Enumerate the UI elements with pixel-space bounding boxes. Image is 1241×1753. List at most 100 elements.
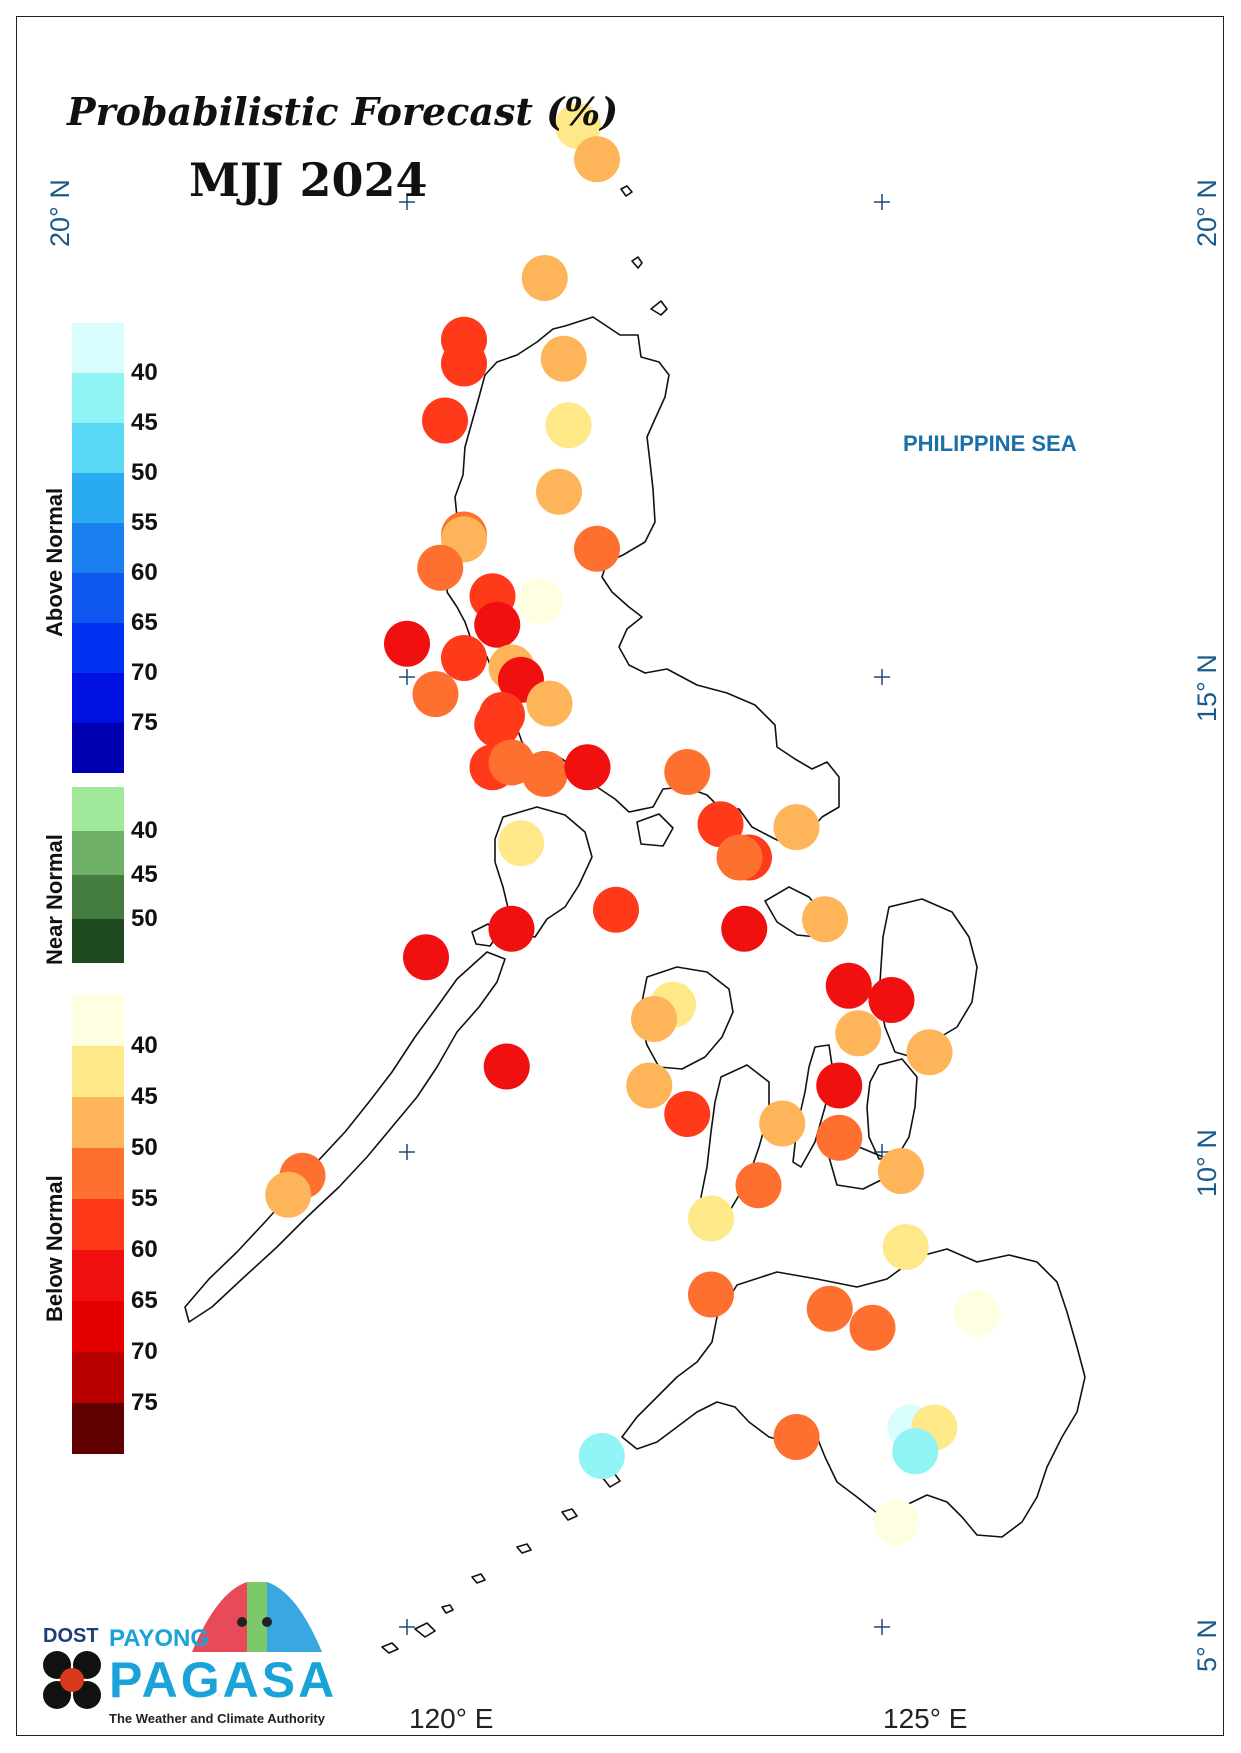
station-marker: [536, 468, 582, 515]
station-marker: [735, 1162, 782, 1209]
station-marker: [593, 886, 639, 933]
station-marker: [773, 804, 820, 851]
station-marker: [664, 1091, 711, 1137]
station-marker: [517, 578, 563, 624]
legend-swatch: [72, 473, 124, 523]
station-marker: [835, 1010, 882, 1057]
legend-swatch: [72, 1148, 124, 1199]
lat-label-left-20: 20° N: [45, 179, 75, 247]
legend-swatch: [72, 1250, 124, 1301]
graticule-cross: [874, 1144, 890, 1160]
station-marker: [555, 103, 601, 149]
legend-swatch: [72, 787, 124, 831]
lat-label-right-5: 5° N: [1192, 1619, 1222, 1672]
graticule-cross: [399, 1619, 415, 1635]
station-marker: [906, 1029, 953, 1076]
legend-swatch: [72, 875, 124, 919]
legend-swatch: [72, 323, 124, 373]
mindoro-outline: [494, 806, 593, 938]
southern-islets: [381, 1622, 436, 1654]
legend-tick-label: 40: [131, 359, 158, 386]
station-marker: [626, 1062, 673, 1109]
station-marker: [483, 1043, 530, 1090]
leyte-outline: [866, 1058, 918, 1160]
station-marker: [878, 1148, 924, 1194]
legend-tick-label: 45: [131, 1083, 158, 1110]
marinduque-outline: [636, 813, 674, 847]
lat-label-right-20: 20° N: [1192, 179, 1222, 247]
legend-tick-label: 55: [131, 1185, 158, 1212]
legend-tick-label: 40: [131, 817, 158, 844]
legend-below-normal-label: Below Normal: [42, 1175, 67, 1322]
station-marker: [422, 397, 468, 444]
station-marker: [631, 996, 677, 1042]
station-marker: [384, 620, 430, 667]
station-marker: [868, 977, 915, 1023]
legend-swatch: [72, 373, 124, 423]
station-marker: [441, 635, 487, 681]
legend-tick-label: 60: [131, 1236, 158, 1263]
logo-tagline: The Weather and Climate Authority: [109, 1711, 325, 1726]
legend-swatch: [72, 623, 124, 673]
station-marker: [417, 544, 464, 591]
legend-tick-label: 75: [131, 709, 158, 736]
forecast-period: MJJ 2024: [189, 153, 428, 207]
station-marker: [474, 701, 521, 748]
legend-tick-label: 50: [131, 905, 158, 932]
station-marker: [474, 601, 521, 648]
legend-swatch: [72, 723, 124, 773]
station-marker: [806, 1285, 853, 1332]
map-canvas: [184, 103, 1086, 1654]
station-marker: [574, 525, 620, 572]
station-marker: [265, 1171, 312, 1218]
station-marker: [545, 402, 592, 449]
legend-tick-label: 75: [131, 1389, 158, 1416]
station-marker: [578, 1433, 625, 1479]
lat-label-right-15: 15° N: [1192, 654, 1222, 722]
lon-label-120: 120° E: [409, 1703, 494, 1734]
station-marker: [882, 1224, 929, 1270]
legend-swatch: [72, 673, 124, 723]
graticule-cross: [399, 669, 415, 685]
station-marker: [697, 801, 744, 848]
sulu-islets: [441, 1472, 621, 1614]
legend-swatch: [72, 423, 124, 473]
babuyan-islet: [620, 185, 633, 197]
station-marker: [498, 820, 544, 867]
lon-label-125: 125° E: [883, 1703, 968, 1734]
cebu-outline: [792, 1044, 834, 1168]
legend-tick-label: 50: [131, 1134, 158, 1161]
legend-swatch: [72, 573, 124, 623]
legend-tick-label: 45: [131, 409, 158, 436]
station-marker: [759, 1100, 806, 1147]
map-title: Probabilistic Forecast (%): [67, 89, 619, 134]
station-marker: [892, 1428, 939, 1475]
legend-tick-label: 45: [131, 861, 158, 888]
logo-pagasa: PAGASA: [109, 1652, 338, 1708]
station-marker: [849, 1304, 896, 1351]
station-marker: [526, 680, 573, 727]
station-marker: [540, 335, 587, 382]
dost-emblem-icon: [43, 1651, 101, 1709]
station-markers: [265, 103, 1000, 1546]
palawan-outline: [184, 951, 506, 1323]
station-marker: [873, 1499, 920, 1546]
legend-tick-label: 55: [131, 509, 158, 536]
station-marker: [802, 896, 848, 943]
station-marker: [688, 1195, 734, 1242]
legend-swatch: [72, 523, 124, 573]
graticule-cross: [399, 194, 415, 210]
station-marker: [521, 750, 568, 797]
station-marker: [688, 1271, 734, 1318]
legend-swatch: [72, 1097, 124, 1148]
legend-swatch: [72, 1352, 124, 1403]
lat-label-right-10: 10° N: [1192, 1129, 1222, 1197]
graticule-cross: [874, 1619, 890, 1635]
legend-swatch: [72, 1403, 124, 1454]
station-marker: [954, 1290, 1000, 1337]
batanes-islet: [631, 256, 668, 316]
legend-swatch: [72, 831, 124, 875]
legend-swatch: [72, 1046, 124, 1097]
legend-tick-label: 70: [131, 1338, 158, 1365]
station-marker: [412, 671, 459, 718]
